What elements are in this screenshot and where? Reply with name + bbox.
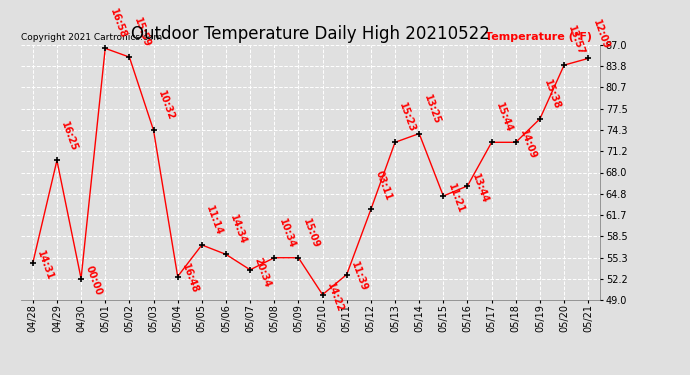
Text: 11:39: 11:39 [349,261,369,293]
Text: 10:32: 10:32 [156,90,176,122]
Text: 00:00: 00:00 [83,265,104,297]
Text: 16:58: 16:58 [108,8,128,40]
Text: 03:11: 03:11 [373,169,393,201]
Text: Temperature (°F): Temperature (°F) [484,32,591,42]
Title: Outdoor Temperature Daily High 20210522: Outdoor Temperature Daily High 20210522 [131,26,490,44]
Text: 11:14: 11:14 [204,204,224,237]
Text: 16:25: 16:25 [59,120,79,152]
Text: 14:09: 14:09 [518,129,538,161]
Text: 15:38: 15:38 [542,78,562,111]
Text: 14:22: 14:22 [325,281,345,314]
Text: 16:48: 16:48 [180,262,200,295]
Text: 15:23: 15:23 [397,102,417,134]
Text: 12:09: 12:09 [591,18,611,50]
Text: 10:34: 10:34 [277,217,297,250]
Text: 11:21: 11:21 [446,182,466,215]
Text: 15:09: 15:09 [301,217,321,250]
Text: 13:25: 13:25 [422,93,442,126]
Text: 13:44: 13:44 [470,172,490,205]
Text: 13:57: 13:57 [566,24,586,57]
Text: 15:59: 15:59 [132,16,152,49]
Text: 20:34: 20:34 [253,256,273,289]
Text: 14:31: 14:31 [35,249,55,282]
Text: 14:34: 14:34 [228,214,248,246]
Text: 15:44: 15:44 [494,102,514,134]
Text: Copyright 2021 Cartronics.com: Copyright 2021 Cartronics.com [21,33,162,42]
